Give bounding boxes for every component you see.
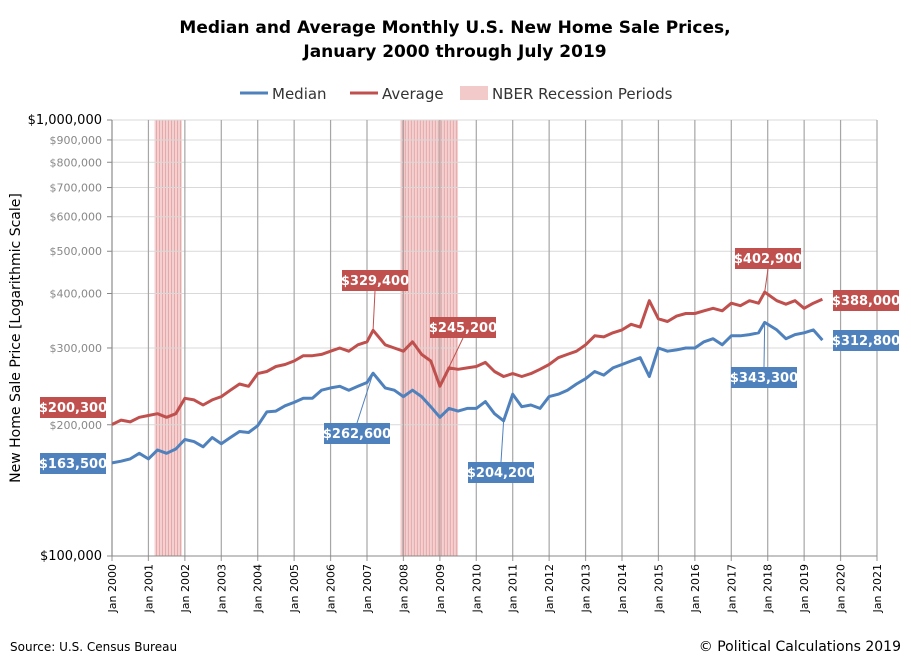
x-tick-label: Jan 2001 [142, 564, 155, 613]
x-tick-label: Jan 2014 [616, 564, 629, 613]
callout-box [324, 423, 390, 444]
callouts: $200,300 $163,500 $329,400 $262,600 $245,200… [39, 248, 900, 483]
x-tick-label: Jan 2021 [871, 564, 884, 613]
callout-box [40, 453, 106, 474]
x-tick-label: Jan 2017 [725, 564, 738, 613]
x-tick-label: Jan 2004 [252, 564, 265, 613]
chart-title-line2: January 2000 through July 2019 [302, 42, 606, 62]
x-tick-label: Jan 2019 [798, 564, 811, 613]
legend-recession-swatch [460, 86, 488, 100]
recession-bands [154, 120, 459, 556]
callout-box [468, 462, 534, 483]
x-tick-label: Jan 2008 [397, 564, 410, 613]
callout-label: $163,500 [39, 457, 107, 472]
legend-median-label: Median [272, 85, 327, 103]
y-tick-label: $600,000 [50, 211, 103, 224]
callout-leader [764, 268, 769, 293]
y-tick-label: $800,000 [50, 156, 103, 169]
callout-box [735, 248, 801, 269]
x-tick-label: Jan 2010 [470, 564, 483, 613]
y-tick-label: $200,000 [50, 419, 103, 432]
x-tick-label: Jan 2006 [325, 564, 338, 613]
callout-label: $402,900 [734, 252, 802, 267]
callout-leader [356, 373, 374, 424]
callout-label: $329,400 [341, 274, 409, 289]
y-tick-label: $500,000 [50, 245, 103, 258]
callout-label: $312,800 [832, 334, 900, 349]
y-tick-label: $300,000 [50, 342, 103, 355]
callout-label: $262,600 [323, 427, 391, 442]
callout-box [430, 317, 496, 338]
callout-box [833, 290, 899, 311]
callout-box [342, 270, 408, 291]
callout-label: $204,200 [467, 466, 535, 481]
y-tick-label: $100,000 [40, 549, 102, 564]
x-tick-label: Jan 2007 [361, 564, 374, 613]
callout-label: $200,300 [39, 401, 107, 416]
x-tick-label: Jan 2016 [689, 564, 702, 613]
source-note: Source: U.S. Census Bureau [10, 640, 177, 654]
y-tick-label: $400,000 [50, 288, 103, 301]
legend-recession-label: NBER Recession Periods [492, 85, 673, 103]
x-tick-label: Jan 2020 [835, 564, 848, 613]
gridlines [111, 119, 878, 561]
callout-box [731, 367, 797, 388]
x-tick-label: Jan 2015 [652, 564, 665, 613]
x-tick-label: Jan 2003 [215, 564, 228, 613]
x-axis-ticks: Jan 2000 Jan 2001 Jan 2002 Jan 2003 Jan 2004… [106, 564, 884, 613]
callout-leader [763, 322, 766, 368]
x-tick-label: Jan 2012 [543, 564, 556, 613]
x-tick-label: Jan 2005 [288, 564, 301, 613]
callout-label: $388,000 [832, 294, 900, 309]
legend-average-label: Average [382, 85, 444, 103]
callout-label: $245,200 [429, 321, 497, 336]
x-tick-label: Jan 2018 [762, 564, 775, 613]
x-tick-label: Jan 2013 [580, 564, 593, 613]
callout-box [40, 397, 106, 418]
series-line-median [111, 320, 824, 465]
series-line-average [111, 290, 823, 426]
callout-leader [439, 337, 464, 387]
x-tick-label: Jan 2011 [507, 564, 520, 613]
y-tick-label: $1,000,000 [28, 113, 102, 128]
y-axis-ticks: $1,000,000 $900,000 $800,000 $700,000 $600,0… [28, 113, 112, 564]
callout-leader [500, 420, 505, 463]
x-tick-label: Jan 2000 [106, 564, 119, 613]
callout-box [833, 330, 899, 351]
x-tick-label: Jan 2009 [434, 564, 447, 613]
credit-note: © Political Calculations 2019 [699, 639, 901, 655]
chart-title-line1: Median and Average Monthly U.S. New Home… [179, 18, 730, 38]
callout-label: $343,300 [730, 371, 798, 386]
y-axis-label: New Home Sale Price [Logarithmic Scale] [8, 193, 24, 483]
y-tick-label: $900,000 [50, 134, 103, 147]
series-lines [111, 290, 824, 465]
legend: Median Average NBER Recession Periods [240, 85, 673, 103]
callout-leader [372, 290, 376, 331]
x-tick-label: Jan 2002 [179, 564, 192, 613]
y-tick-label: $700,000 [50, 182, 103, 195]
